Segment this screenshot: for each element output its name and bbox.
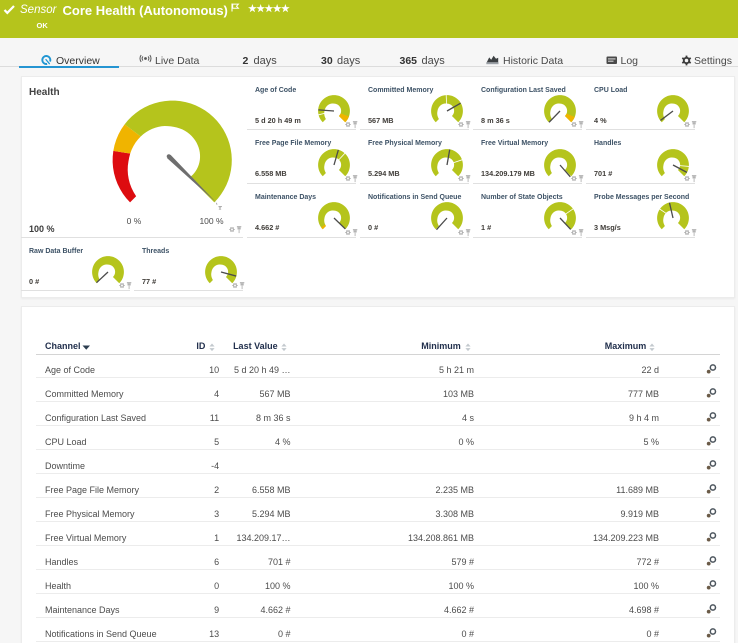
svg-text:x: x bbox=[219, 206, 222, 212]
